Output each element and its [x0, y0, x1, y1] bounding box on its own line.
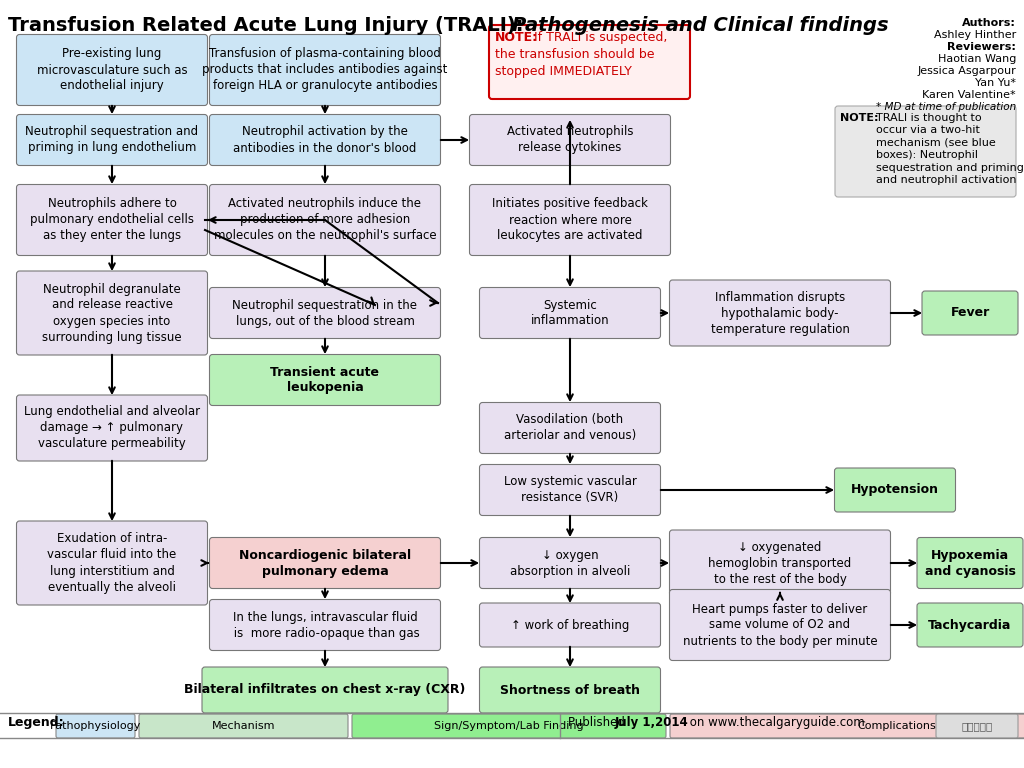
FancyBboxPatch shape [139, 714, 348, 738]
FancyBboxPatch shape [835, 106, 1016, 197]
FancyBboxPatch shape [670, 714, 1024, 738]
Text: Reviewers:: Reviewers: [947, 42, 1016, 52]
Text: Noncardiogenic bilateral
pulmonary edema: Noncardiogenic bilateral pulmonary edema [239, 548, 411, 578]
FancyBboxPatch shape [16, 114, 208, 165]
Text: * MD at time of publication: * MD at time of publication [876, 102, 1016, 112]
FancyBboxPatch shape [479, 402, 660, 453]
Text: the transfusion should be: the transfusion should be [495, 48, 654, 61]
FancyBboxPatch shape [210, 184, 440, 256]
FancyBboxPatch shape [16, 521, 208, 605]
Text: Karen Valentine*: Karen Valentine* [923, 90, 1016, 100]
Text: Pathophysiology: Pathophysiology [50, 721, 141, 731]
Text: ↓ oxygen
absorption in alveoli: ↓ oxygen absorption in alveoli [510, 548, 630, 578]
Text: Published: Published [568, 716, 629, 729]
FancyBboxPatch shape [479, 667, 660, 713]
Text: ↑ work of breathing: ↑ work of breathing [511, 618, 629, 631]
FancyBboxPatch shape [16, 184, 208, 256]
FancyBboxPatch shape [16, 271, 208, 355]
FancyBboxPatch shape [469, 114, 671, 165]
Text: Hypoxemia
and cyanosis: Hypoxemia and cyanosis [925, 548, 1016, 578]
Text: July 1,2014: July 1,2014 [615, 716, 689, 729]
FancyBboxPatch shape [670, 530, 891, 596]
Text: Sign/Symptom/Lab Finding: Sign/Symptom/Lab Finding [434, 721, 584, 731]
FancyBboxPatch shape [210, 287, 440, 339]
FancyBboxPatch shape [489, 25, 690, 99]
FancyBboxPatch shape [202, 667, 449, 713]
FancyBboxPatch shape [922, 291, 1018, 335]
Text: Exudation of intra-
vascular fluid into the
lung interstitium and
eventually the: Exudation of intra- vascular fluid into … [47, 532, 176, 594]
Text: ↓ oxygenated
hemoglobin transported
to the rest of the body: ↓ oxygenated hemoglobin transported to t… [709, 541, 852, 585]
Text: Bilateral infiltrates on chest x-ray (CXR): Bilateral infiltrates on chest x-ray (CX… [184, 684, 466, 697]
Text: Neutrophil sequestration and
priming in lung endothelium: Neutrophil sequestration and priming in … [26, 125, 199, 154]
FancyBboxPatch shape [670, 590, 891, 660]
Text: NOTE:: NOTE: [495, 31, 539, 44]
Text: Mechanism: Mechanism [212, 721, 275, 731]
FancyBboxPatch shape [210, 114, 440, 165]
FancyBboxPatch shape [936, 714, 1018, 738]
Text: Haotian Wang: Haotian Wang [938, 54, 1016, 64]
Text: In the lungs, intravascular fluid
 is  more radio-opaque than gas: In the lungs, intravascular fluid is mor… [230, 611, 420, 640]
Text: on www.thecalgaryguide.com: on www.thecalgaryguide.com [686, 716, 864, 729]
Text: Activated neutrophils induce the
production of more adhesion
molecules on the ne: Activated neutrophils induce the product… [214, 197, 436, 243]
Text: Tachycardia: Tachycardia [929, 618, 1012, 631]
FancyBboxPatch shape [210, 35, 440, 105]
Text: Lung endothelial and alveolar
damage → ↑ pulmonary
vasculature permeability: Lung endothelial and alveolar damage → ↑… [24, 406, 200, 451]
FancyBboxPatch shape [210, 600, 440, 650]
Text: Complications: Complications [858, 721, 936, 731]
FancyBboxPatch shape [210, 538, 440, 588]
Text: Neutrophil sequestration in the
lungs, out of the blood stream: Neutrophil sequestration in the lungs, o… [232, 299, 418, 327]
FancyBboxPatch shape [918, 603, 1023, 647]
Text: Low systemic vascular
resistance (SVR): Low systemic vascular resistance (SVR) [504, 475, 637, 505]
FancyBboxPatch shape [479, 538, 660, 588]
Text: NOTE:: NOTE: [840, 113, 879, 123]
FancyBboxPatch shape [479, 465, 660, 515]
FancyBboxPatch shape [469, 184, 671, 256]
Text: If TRALI is suspected,: If TRALI is suspected, [534, 31, 668, 44]
FancyBboxPatch shape [835, 468, 955, 512]
Text: Neutrophils adhere to
pulmonary endothelial cells
as they enter the lungs: Neutrophils adhere to pulmonary endothel… [30, 197, 194, 243]
Text: Authors:: Authors: [963, 18, 1016, 28]
Text: Hypotension: Hypotension [851, 484, 939, 496]
Text: Pre-existing lung
microvasculature such as
endothelial injury: Pre-existing lung microvasculature such … [37, 48, 187, 92]
FancyBboxPatch shape [16, 35, 208, 105]
FancyBboxPatch shape [479, 603, 660, 647]
Text: Shortness of breath: Shortness of breath [500, 684, 640, 697]
FancyBboxPatch shape [670, 280, 891, 346]
Text: Neutrophil degranulate
and release reactive
oxygen species into
surrounding lung: Neutrophil degranulate and release react… [42, 283, 182, 343]
Text: Fever: Fever [950, 306, 989, 319]
Text: stopped IMMEDIATELY: stopped IMMEDIATELY [495, 65, 632, 78]
Text: Transient acute
leukopenia: Transient acute leukopenia [270, 366, 380, 395]
Text: Transfusion of plasma-containing blood
products that includes antibodies against: Transfusion of plasma-containing blood p… [203, 48, 447, 92]
Text: Ashley Hinther: Ashley Hinther [934, 30, 1016, 40]
Text: Initiates positive feedback
reaction where more
leukocytes are activated: Initiates positive feedback reaction whe… [493, 197, 648, 243]
Text: TRALI is thought to
occur via a two-hit
mechanism (see blue
boxes): Neutrophil
s: TRALI is thought to occur via a two-hit … [876, 113, 1024, 185]
FancyBboxPatch shape [56, 714, 135, 738]
Text: Activated neutrophils
release cytokines: Activated neutrophils release cytokines [507, 125, 633, 154]
Text: Heart pumps faster to deliver
same volume of O2 and
nutrients to the body per mi: Heart pumps faster to deliver same volum… [683, 603, 878, 647]
FancyBboxPatch shape [352, 714, 666, 738]
Text: Yan Yu*: Yan Yu* [975, 78, 1016, 88]
FancyBboxPatch shape [479, 287, 660, 339]
Text: Systemic
inflammation: Systemic inflammation [530, 299, 609, 327]
FancyBboxPatch shape [210, 355, 440, 406]
Text: Pathogenesis and Clinical findings: Pathogenesis and Clinical findings [512, 16, 889, 35]
Text: Ⓒⓔⓑⓢⓐ: Ⓒⓔⓑⓢⓐ [962, 721, 992, 731]
Text: Legend:: Legend: [8, 716, 65, 729]
Text: Jessica Asgarpour: Jessica Asgarpour [918, 66, 1016, 76]
Text: Inflammation disrupts
hypothalamic body-
temperature regulation: Inflammation disrupts hypothalamic body-… [711, 290, 850, 336]
FancyBboxPatch shape [918, 538, 1023, 588]
Text: Vasodilation (both
arteriolar and venous): Vasodilation (both arteriolar and venous… [504, 413, 636, 442]
FancyBboxPatch shape [16, 395, 208, 461]
Text: Neutrophil activation by the
antibodies in the donor's blood: Neutrophil activation by the antibodies … [233, 125, 417, 154]
Text: Transfusion Related Acute Lung Injury (TRALI):: Transfusion Related Acute Lung Injury (T… [8, 16, 530, 35]
